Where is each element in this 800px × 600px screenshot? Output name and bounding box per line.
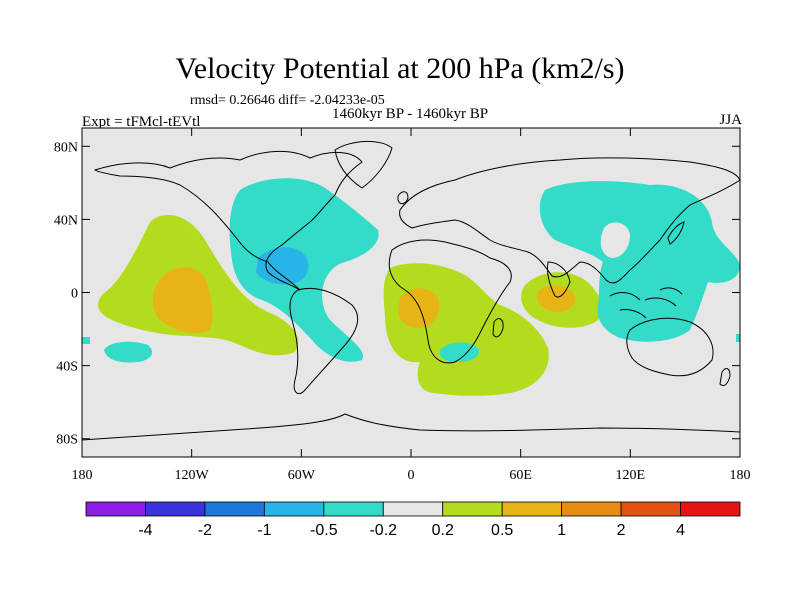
- coastline-africa: [388, 239, 512, 364]
- lon-tick-label: 180: [72, 468, 93, 483]
- map-title: Velocity Potential at 200 hPa (km2/s): [175, 52, 625, 85]
- lon-tick-label: 120E: [616, 468, 646, 483]
- contour-neg-south-pacific: [104, 341, 153, 363]
- lat-tick-label: 40S: [56, 360, 78, 375]
- coastline-madagascar: [492, 318, 504, 338]
- lon-tick-label: 60W: [288, 468, 316, 483]
- longitude-axis: 180 120W 60W 0 60E 120E 180: [72, 128, 751, 483]
- lon-tick-label: 60E: [509, 468, 532, 483]
- contour-fields: [82, 141, 740, 441]
- experiment-label: Expt = tFMcl-tEVtl: [82, 114, 201, 130]
- stats-line: rmsd= 0.26646 diff= -2.04233e-05: [190, 93, 385, 108]
- coastline-australia: [626, 317, 714, 377]
- contour-neg-edge-east: [736, 334, 740, 342]
- season-label: JJA: [719, 112, 742, 128]
- colorbar-label: -2: [198, 522, 212, 539]
- coastline-eurasia: [399, 157, 740, 284]
- colorbar-swatch: [204, 501, 265, 517]
- colorbar-label: 1: [557, 522, 566, 539]
- colorbar-swatch: [680, 501, 741, 517]
- contour-pos-mid-atlantic: [398, 288, 440, 329]
- colorbar: -4 -2 -1 -0.5 -0.2 0.2 0.5 1 2 4: [85, 501, 741, 539]
- colorbar-label: -0.2: [369, 522, 397, 539]
- lon-tick-label: 180: [730, 468, 751, 483]
- colorbar-label: 0.2: [432, 522, 454, 539]
- contour-pos-mid-indian: [536, 285, 576, 312]
- colorbar-swatch: [382, 501, 444, 517]
- coastline-greenland: [334, 141, 393, 189]
- colorbar-swatch: [442, 501, 503, 517]
- colorbar-swatch: [323, 501, 384, 517]
- colorbar-label: 0.5: [491, 522, 513, 539]
- coastline-british-isles: [397, 191, 409, 205]
- colorbar-label: 4: [676, 522, 685, 539]
- coastline-maritime-continent: [609, 287, 683, 319]
- lon-tick-label: 0: [408, 468, 415, 483]
- colorbar-swatch: [263, 501, 325, 517]
- contour-neg-south-atlantic: [439, 342, 479, 362]
- colorbar-label: -1: [257, 522, 271, 539]
- coastline-antarctica: [82, 413, 740, 441]
- colorbar-swatch: [85, 501, 146, 517]
- lat-tick-label: 0: [71, 287, 78, 302]
- coastlines: [82, 141, 740, 441]
- coastline-india: [547, 261, 571, 298]
- latitude-axis: 80N 40N 0 40S 80S: [54, 140, 740, 448]
- colorbar-label: -0.5: [310, 522, 338, 539]
- lon-tick-label: 120W: [175, 468, 210, 483]
- coastline-japan: [667, 221, 685, 245]
- period-label: 1460kyr BP - 1460kyr BP: [331, 106, 489, 122]
- colorbar-label: 2: [617, 522, 626, 539]
- colorbar-swatch: [620, 501, 681, 517]
- contour-pos-mid-pacific: [152, 267, 213, 334]
- lat-tick-label: 80N: [54, 140, 78, 155]
- colorbar-swatch: [145, 501, 206, 517]
- lat-tick-label: 80S: [56, 433, 78, 448]
- colorbar-swatch: [561, 501, 622, 517]
- coastline-new-zealand: [719, 368, 731, 387]
- lat-tick-label: 40N: [54, 213, 78, 228]
- colorbar-label: -4: [138, 522, 152, 539]
- coastline-north-america: [93, 150, 363, 291]
- contour-zero-hole: [600, 222, 630, 258]
- contour-neg-edge-west: [82, 337, 90, 344]
- coastline-south-america: [289, 287, 359, 395]
- colorbar-swatch: [501, 501, 563, 517]
